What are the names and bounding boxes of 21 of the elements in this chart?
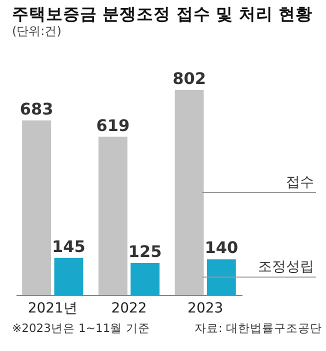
chart-title: 주택보증금 분쟁조정 접수 및 처리 현황 (12, 4, 313, 24)
x-tick-label: 2021년 (28, 300, 78, 316)
data-label: 145 (52, 236, 86, 256)
x-tick-label: 2023 (188, 300, 224, 316)
bar (174, 90, 204, 295)
bar (206, 259, 236, 295)
data-label: 802 (172, 69, 206, 88)
data-label: 619 (96, 116, 130, 135)
bar (98, 136, 128, 295)
bar (130, 263, 160, 295)
data-label: 125 (128, 242, 162, 262)
chart-subtitle: (단위:건) (12, 24, 62, 38)
data-label: 140 (204, 238, 238, 258)
text: 접수 (286, 174, 314, 190)
bar (22, 120, 52, 295)
text: ※2023년은 1~11월 기준 (12, 321, 150, 335)
data-label: 683 (20, 99, 54, 118)
text: 자료: 대한법률구조공단 (194, 321, 322, 335)
series-label: 조정성립 (258, 259, 314, 276)
x-tick-label: 2022 (111, 300, 147, 316)
bar (54, 258, 84, 295)
